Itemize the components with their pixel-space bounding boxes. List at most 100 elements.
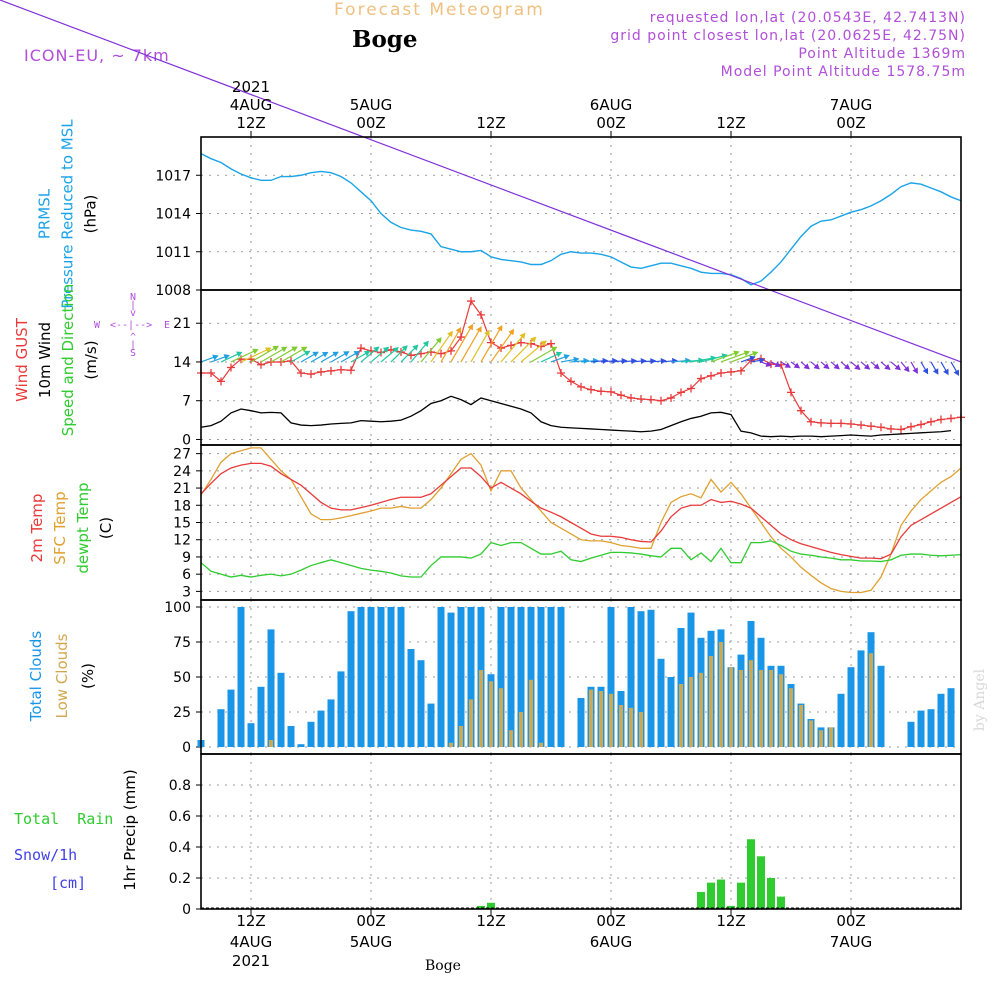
total-cloud-bar bbox=[907, 721, 915, 747]
wind-arrow bbox=[500, 333, 526, 363]
wind-arrow-head bbox=[519, 332, 526, 340]
point-altitude: Point Altitude 1369m bbox=[798, 46, 966, 62]
total-cloud-bar bbox=[657, 658, 665, 747]
wind-arrow-head bbox=[550, 346, 558, 353]
low-cloud-bar bbox=[749, 660, 753, 747]
gust-marker bbox=[357, 344, 365, 353]
wind-arrow-head bbox=[843, 363, 851, 370]
gust-marker bbox=[227, 363, 235, 372]
wind-arrow bbox=[530, 346, 557, 363]
wind-arrow-head bbox=[252, 348, 259, 355]
low-cloud-bar bbox=[829, 727, 833, 747]
gust-marker bbox=[897, 425, 905, 434]
snow-label: Snow/1h bbox=[14, 846, 78, 864]
gust-marker bbox=[597, 387, 605, 396]
time-date-label-bottom: 4AUG bbox=[230, 933, 272, 951]
total-cloud-bar bbox=[327, 699, 335, 747]
total-cloud-bar bbox=[547, 607, 555, 747]
rain-bar bbox=[727, 905, 735, 909]
total-cloud-bar bbox=[377, 607, 385, 747]
gust-marker bbox=[917, 420, 925, 429]
total-cloud-bar bbox=[227, 689, 235, 747]
gust-marker bbox=[787, 388, 795, 397]
total-cloud-bar bbox=[277, 672, 285, 747]
wind-arrow-head bbox=[265, 347, 272, 353]
wind-arrow-head bbox=[455, 327, 462, 334]
low-cloud-bar bbox=[769, 670, 773, 747]
gust-marker bbox=[517, 338, 525, 347]
y-tick-label: 0 bbox=[182, 432, 191, 448]
time-hour-label-bottom: 12Z bbox=[476, 912, 505, 930]
gust-marker bbox=[507, 341, 515, 350]
low-cloud-bar bbox=[789, 688, 793, 747]
grid-point-location: grid point closest lon,lat (20.0625E, 42… bbox=[610, 28, 966, 44]
total-cloud-bar bbox=[357, 607, 365, 747]
wind-arrow-head bbox=[884, 363, 891, 370]
compass-w: W bbox=[94, 320, 101, 331]
gust-marker bbox=[317, 367, 325, 376]
wind-arrow-head bbox=[813, 363, 820, 370]
wind-arrow-head bbox=[236, 351, 243, 358]
gust-marker bbox=[577, 382, 585, 391]
total-cloud-bar bbox=[847, 667, 855, 747]
low-cloud-bar bbox=[539, 742, 543, 747]
rain-bar bbox=[777, 896, 785, 909]
gust-marker bbox=[797, 406, 805, 415]
gust-marker bbox=[387, 345, 395, 354]
total-label: Total bbox=[14, 810, 60, 828]
gust-marker bbox=[547, 339, 555, 348]
station-title: Boge bbox=[352, 26, 418, 53]
wind-arrow-head bbox=[863, 363, 871, 370]
wind-arrow-head bbox=[401, 345, 408, 352]
low-cloud-bar bbox=[269, 740, 273, 747]
y-tick-label: 0.4 bbox=[169, 840, 191, 856]
low-cloud-bar bbox=[459, 726, 463, 747]
wind-arrow-head bbox=[823, 363, 830, 370]
y-tick-label: 25 bbox=[173, 705, 191, 721]
total-cloud-bar bbox=[347, 611, 355, 747]
low-cloud-bar bbox=[519, 712, 523, 747]
requested-location: requested lon,lat (20.0543E, 42.7413N) bbox=[649, 10, 966, 26]
wind-arrow-head bbox=[943, 368, 949, 376]
rain-bar bbox=[697, 891, 705, 909]
wind-arrow-head bbox=[765, 361, 772, 367]
rain-bar bbox=[717, 879, 725, 909]
gust-marker bbox=[457, 333, 465, 342]
total-cloud-bar bbox=[337, 671, 345, 747]
total-cloud-bar bbox=[557, 607, 565, 747]
wind-arrow-head bbox=[321, 351, 329, 358]
gust-marker bbox=[217, 377, 225, 386]
low-cloud-bar bbox=[619, 705, 623, 747]
wind-speed-line bbox=[200, 395, 952, 438]
total-cloud-bar bbox=[297, 744, 305, 747]
gust-marker bbox=[667, 393, 675, 402]
total-cloud-bar bbox=[367, 607, 375, 747]
wind-arrow bbox=[470, 330, 490, 363]
wind-arrow-head bbox=[496, 325, 503, 332]
wind-arrow bbox=[460, 326, 482, 363]
total-cloud-bar bbox=[627, 607, 635, 747]
total-cloud-bar bbox=[917, 710, 925, 747]
total-cloud-bar bbox=[257, 686, 265, 747]
wind-arrow-head bbox=[223, 354, 230, 360]
low-cloud-bar bbox=[629, 707, 633, 747]
total-cloud-bar bbox=[537, 607, 545, 747]
wind-arrow-head bbox=[751, 351, 759, 357]
low-cloud-bar bbox=[469, 699, 473, 747]
gust-marker bbox=[687, 384, 695, 393]
wind-arrow-head bbox=[467, 323, 473, 331]
gust-marker bbox=[867, 422, 875, 431]
gust-marker bbox=[327, 366, 335, 375]
total-cloud-bar bbox=[607, 607, 615, 747]
gust-marker bbox=[557, 369, 565, 378]
wind-arrow-head bbox=[803, 363, 810, 370]
low-cloud-bar bbox=[759, 670, 763, 747]
wind-arrow-head bbox=[873, 363, 880, 370]
low-cloud-bar bbox=[639, 712, 643, 747]
time-hour-label-top: 00Z bbox=[836, 114, 865, 132]
gust-marker bbox=[567, 377, 575, 386]
gust-marker bbox=[727, 367, 735, 376]
gust-marker bbox=[857, 421, 865, 430]
total-cloud-bar bbox=[947, 688, 955, 747]
